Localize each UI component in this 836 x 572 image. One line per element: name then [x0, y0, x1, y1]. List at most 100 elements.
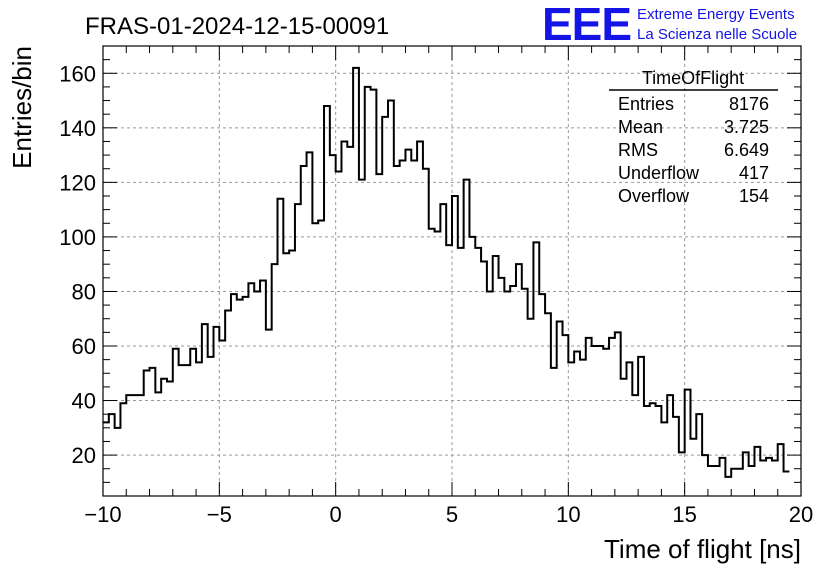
- eee-logo-text: EEE: [542, 0, 631, 50]
- histogram-bin: [144, 371, 150, 496]
- stats-box-title: TimeOfFlight: [642, 68, 744, 88]
- y-tick-label: 100: [59, 225, 96, 250]
- histogram-bin: [347, 147, 353, 496]
- histogram-bin: [638, 357, 644, 496]
- stats-box: TimeOfFlight Entries 8176 Mean 3.725 RMS 6.64…: [609, 68, 778, 206]
- x-tick-label: 10: [556, 502, 580, 527]
- histogram-bin: [371, 90, 377, 496]
- histogram-bin: [219, 341, 225, 496]
- histogram-bin: [237, 300, 243, 496]
- histogram-bin: [376, 174, 382, 496]
- histogram-bin: [138, 395, 144, 496]
- eee-logo-line1: Extreme Energy Events: [637, 6, 795, 23]
- stats-row-value: 154: [739, 186, 769, 206]
- histogram-bin: [126, 395, 132, 496]
- histogram-bin: [725, 477, 731, 496]
- stats-row-label: Overflow: [618, 186, 690, 206]
- histogram-bin: [184, 365, 190, 496]
- histogram-bin: [661, 422, 667, 496]
- eee-logo: EEE Extreme Energy Events La Scienza nel…: [542, 0, 797, 50]
- histogram-bin: [318, 221, 324, 496]
- histogram-bin: [365, 87, 371, 496]
- y-tick-label: 120: [59, 170, 96, 195]
- histogram-bin: [493, 256, 499, 496]
- histogram-bin: [295, 204, 301, 496]
- y-tick-label: 80: [72, 279, 96, 304]
- y-tick-label: 60: [72, 334, 96, 359]
- histogram-bin: [580, 360, 586, 496]
- histogram-bin: [557, 321, 563, 496]
- stats-row-label: RMS: [618, 140, 658, 160]
- y-tick-labels: 20 40 60 80 100 120 140 160: [59, 61, 96, 468]
- histogram-bin: [708, 466, 714, 496]
- histogram-bin: [766, 458, 772, 496]
- histogram-bin: [248, 283, 254, 496]
- histogram-bin: [405, 150, 411, 496]
- stats-row-value: 6.649: [724, 140, 769, 160]
- histogram-bin: [103, 422, 109, 496]
- histogram-bin: [754, 447, 760, 496]
- histogram-bin: [336, 171, 342, 496]
- histogram-bin: [533, 242, 539, 496]
- histogram-bin: [487, 291, 493, 496]
- stats-row-label: Underflow: [618, 163, 700, 183]
- histogram-step-path: [103, 66, 790, 478]
- chart-title: FRAS-01-2024-12-15-00091: [85, 13, 389, 40]
- histogram-bin: [388, 101, 394, 496]
- histogram-bin: [115, 428, 121, 496]
- histogram-bin: [516, 264, 522, 496]
- histogram-bin: [260, 281, 266, 496]
- histogram-bin: [214, 327, 220, 496]
- histogram-bin: [673, 417, 679, 496]
- histogram-bin: [510, 286, 516, 496]
- histogram-bin: [190, 349, 196, 496]
- histogram-bin: [283, 253, 289, 496]
- axis-ticks: [102, 45, 802, 496]
- stats-row-value: 417: [739, 163, 769, 183]
- histogram-bin: [644, 406, 650, 496]
- histogram-bin: [667, 395, 673, 496]
- histogram-bin: [603, 349, 609, 496]
- x-tick-label: 0: [330, 502, 342, 527]
- histogram-bin: [359, 180, 365, 496]
- histogram-bin: [574, 351, 580, 496]
- histogram-bin: [702, 455, 708, 496]
- y-tick-label: 20: [72, 443, 96, 468]
- stats-row-label: Entries: [618, 94, 674, 114]
- histogram-bin: [324, 106, 330, 496]
- eee-logo-line2: La Scienza nelle Scuole: [637, 26, 797, 43]
- histogram-bin: [464, 180, 470, 496]
- histogram-bin: [400, 161, 406, 496]
- histogram-bin: [417, 141, 423, 496]
- histogram-bin: [341, 141, 347, 496]
- histogram-bin: [615, 332, 621, 496]
- histogram-bin: [278, 199, 284, 496]
- y-tick-label: 40: [72, 389, 96, 414]
- histogram-bin: [243, 297, 249, 496]
- histogram-bin: [353, 68, 359, 496]
- stats-row-value: 3.725: [724, 117, 769, 137]
- x-tick-label: 15: [672, 502, 696, 527]
- histogram-bin: [481, 261, 487, 496]
- histogram-bin: [749, 466, 755, 496]
- x-tick-label: 20: [789, 502, 813, 527]
- y-tick-label: 140: [59, 116, 96, 141]
- histogram-bin: [784, 471, 790, 496]
- histogram-bin: [539, 294, 545, 496]
- histogram-bin: [179, 365, 185, 496]
- histogram-bin: [731, 469, 737, 496]
- histogram-bin: [760, 461, 766, 496]
- histogram-bin: [155, 392, 161, 496]
- histogram-bin: [301, 166, 307, 496]
- histogram-bin: [592, 346, 598, 496]
- histogram-bin: [743, 452, 749, 496]
- histogram-bin: [150, 368, 156, 496]
- histogram-bin: [772, 461, 778, 496]
- histogram-bin: [330, 155, 336, 496]
- histogram-bin: [266, 330, 272, 496]
- histogram-bin: [597, 346, 603, 496]
- y-axis-label: Entries/bin: [7, 46, 37, 169]
- histogram-bin: [132, 395, 138, 496]
- histogram-bin: [469, 237, 475, 496]
- histogram-bin: [632, 395, 638, 496]
